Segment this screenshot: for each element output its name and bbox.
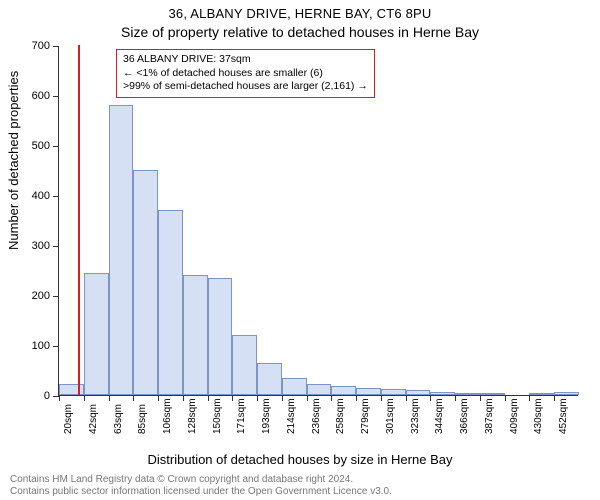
x-tick-label: 42sqm	[88, 404, 99, 434]
x-tick-label: 85sqm	[137, 404, 148, 434]
histogram-bar	[381, 389, 406, 395]
histogram-bar	[84, 273, 109, 396]
histogram-bar	[406, 390, 431, 395]
credit-line-2: Contains public sector information licen…	[10, 486, 600, 497]
annotation-line-2: ← <1% of detached houses are smaller (6)	[123, 67, 368, 81]
x-tick-label: 258sqm	[335, 398, 346, 434]
y-tick-label: 600	[10, 90, 50, 102]
histogram-bar	[109, 105, 134, 395]
histogram-bar	[158, 210, 183, 395]
x-tick-label: 323sqm	[410, 398, 421, 434]
y-tick-label: 200	[10, 290, 50, 302]
histogram-bar	[232, 335, 257, 395]
x-tick	[158, 395, 159, 401]
x-tick-label: 344sqm	[434, 398, 445, 434]
x-tick-label: 279sqm	[360, 398, 371, 434]
x-tick	[480, 395, 481, 401]
x-tick	[505, 395, 506, 401]
x-tick-label: 236sqm	[311, 398, 322, 434]
y-tick	[53, 246, 59, 247]
x-tick-label: 171sqm	[236, 398, 247, 434]
credit-line-1: Contains HM Land Registry data © Crown c…	[10, 474, 600, 485]
x-tick	[208, 395, 209, 401]
x-tick	[307, 395, 308, 401]
x-tick	[183, 395, 184, 401]
x-tick-label: 128sqm	[187, 398, 198, 434]
histogram-bar	[282, 378, 307, 396]
y-tick-label: 500	[10, 140, 50, 152]
histogram-bar	[356, 388, 381, 395]
x-tick	[232, 395, 233, 401]
y-tick-label: 100	[10, 340, 50, 352]
x-tick	[430, 395, 431, 401]
histogram-bar	[331, 386, 356, 395]
x-tick	[59, 395, 60, 401]
histogram-bar	[133, 170, 158, 395]
x-tick-label: 193sqm	[261, 398, 272, 434]
x-tick-label: 452sqm	[558, 398, 569, 434]
x-tick-label: 409sqm	[509, 398, 520, 434]
x-tick	[109, 395, 110, 401]
y-tick-label: 400	[10, 190, 50, 202]
x-tick-label: 214sqm	[286, 398, 297, 434]
histogram-bar	[208, 278, 233, 396]
x-tick	[331, 395, 332, 401]
annotation-line-3: >99% of semi-detached houses are larger …	[123, 80, 368, 94]
y-tick-label: 0	[10, 390, 50, 402]
page-title-address: 36, ALBANY DRIVE, HERNE BAY, CT6 8PU	[0, 6, 600, 21]
x-tick-label: 20sqm	[63, 404, 74, 434]
y-tick-label: 700	[10, 40, 50, 52]
x-tick	[84, 395, 85, 401]
histogram-plot: 010020030040050060070020sqm42sqm63sqm85s…	[58, 46, 578, 396]
x-tick	[381, 395, 382, 401]
histogram-bar	[307, 384, 332, 395]
x-tick-label: 430sqm	[533, 398, 544, 434]
x-tick	[282, 395, 283, 401]
y-tick	[53, 146, 59, 147]
x-tick	[406, 395, 407, 401]
histogram-bar	[480, 393, 505, 395]
x-tick-label: 63sqm	[113, 404, 124, 434]
histogram-bar	[183, 275, 208, 395]
histogram-bar	[455, 393, 480, 395]
x-tick	[133, 395, 134, 401]
x-tick-label: 387sqm	[484, 398, 495, 434]
histogram-bar	[257, 363, 282, 396]
property-marker-line	[78, 45, 80, 395]
x-tick	[257, 395, 258, 401]
histogram-bar	[529, 393, 554, 395]
x-tick	[554, 395, 555, 401]
y-tick	[53, 346, 59, 347]
x-tick-label: 366sqm	[459, 398, 470, 434]
y-tick-label: 300	[10, 240, 50, 252]
histogram-bar	[554, 392, 579, 395]
x-tick	[455, 395, 456, 401]
x-tick	[356, 395, 357, 401]
histogram-bar	[430, 392, 455, 395]
x-tick-label: 106sqm	[162, 398, 173, 434]
page-subtitle: Size of property relative to detached ho…	[0, 24, 600, 40]
x-tick-label: 150sqm	[212, 398, 223, 434]
annotation-line-1: 36 ALBANY DRIVE: 37sqm	[123, 53, 368, 67]
y-tick	[53, 196, 59, 197]
y-tick	[53, 46, 59, 47]
y-tick	[53, 96, 59, 97]
annotation-box: 36 ALBANY DRIVE: 37sqm ← <1% of detached…	[116, 49, 375, 98]
x-tick-label: 301sqm	[385, 398, 396, 434]
y-tick	[53, 296, 59, 297]
x-tick	[529, 395, 530, 401]
x-axis-label: Distribution of detached houses by size …	[0, 452, 600, 467]
